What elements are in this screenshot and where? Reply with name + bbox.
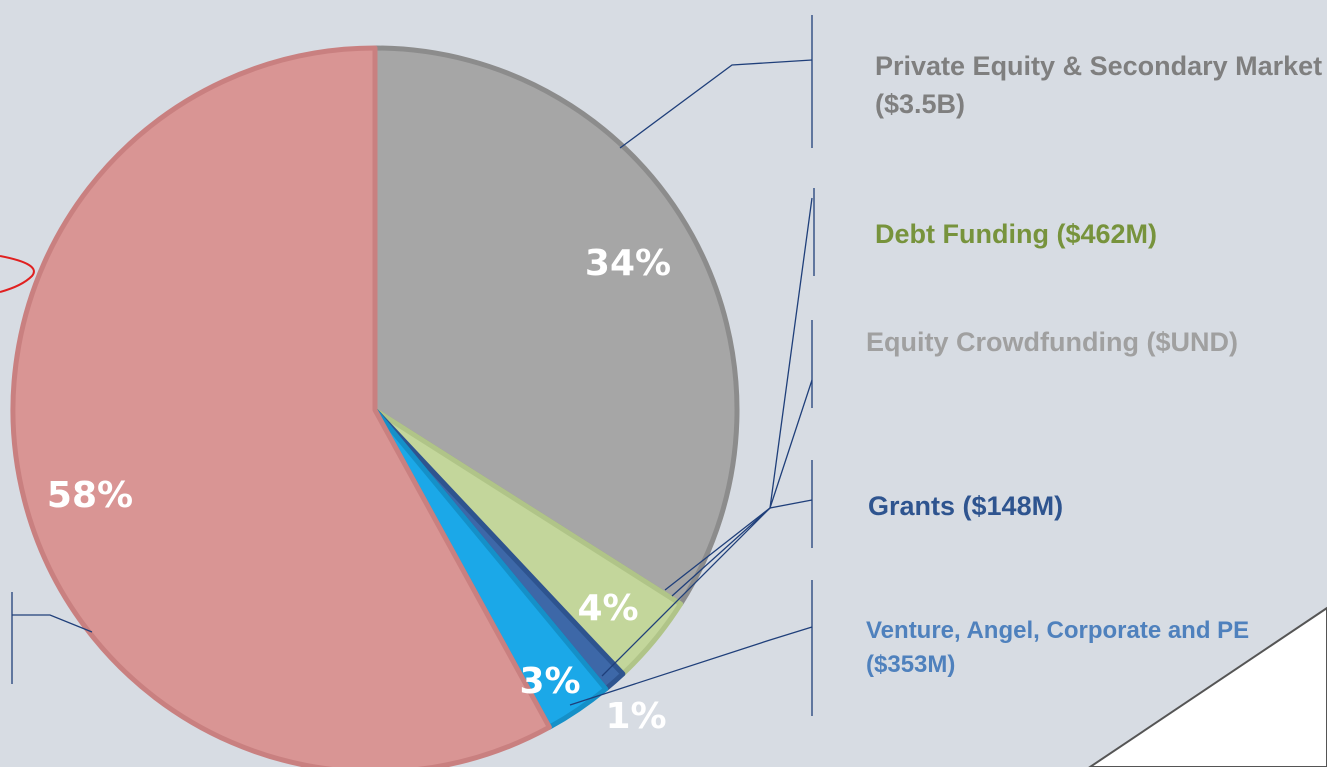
percent-label: 34% <box>585 243 671 284</box>
percent-label: 4% <box>577 588 638 629</box>
percent-labels: 34% 4% 1% 3% 58% <box>47 243 671 737</box>
highlight-ellipse <box>0 255 35 293</box>
legend-entry: Grants ($148M) <box>868 491 1064 521</box>
leader-line <box>601 499 813 677</box>
legend-entry: Private Equity & Secondary Market ($3.5B… <box>875 51 1323 119</box>
legend-entry: Venture, Angel, Corporate and PE ($353M) <box>866 617 1250 678</box>
page-corner <box>1088 606 1327 767</box>
percent-label: 1% <box>605 696 666 737</box>
pie <box>10 45 740 767</box>
legend-entry: Debt Funding ($462M) <box>875 219 1157 249</box>
pie-slice <box>10 45 552 767</box>
leader-line <box>12 614 93 633</box>
leader-line <box>619 59 813 149</box>
leader-lines <box>11 15 815 716</box>
legend-entry: Equity Crowdfunding ($UND) <box>866 327 1238 357</box>
leader-line <box>569 626 813 706</box>
percent-label: 3% <box>519 661 580 702</box>
percent-label: 58% <box>47 475 133 516</box>
